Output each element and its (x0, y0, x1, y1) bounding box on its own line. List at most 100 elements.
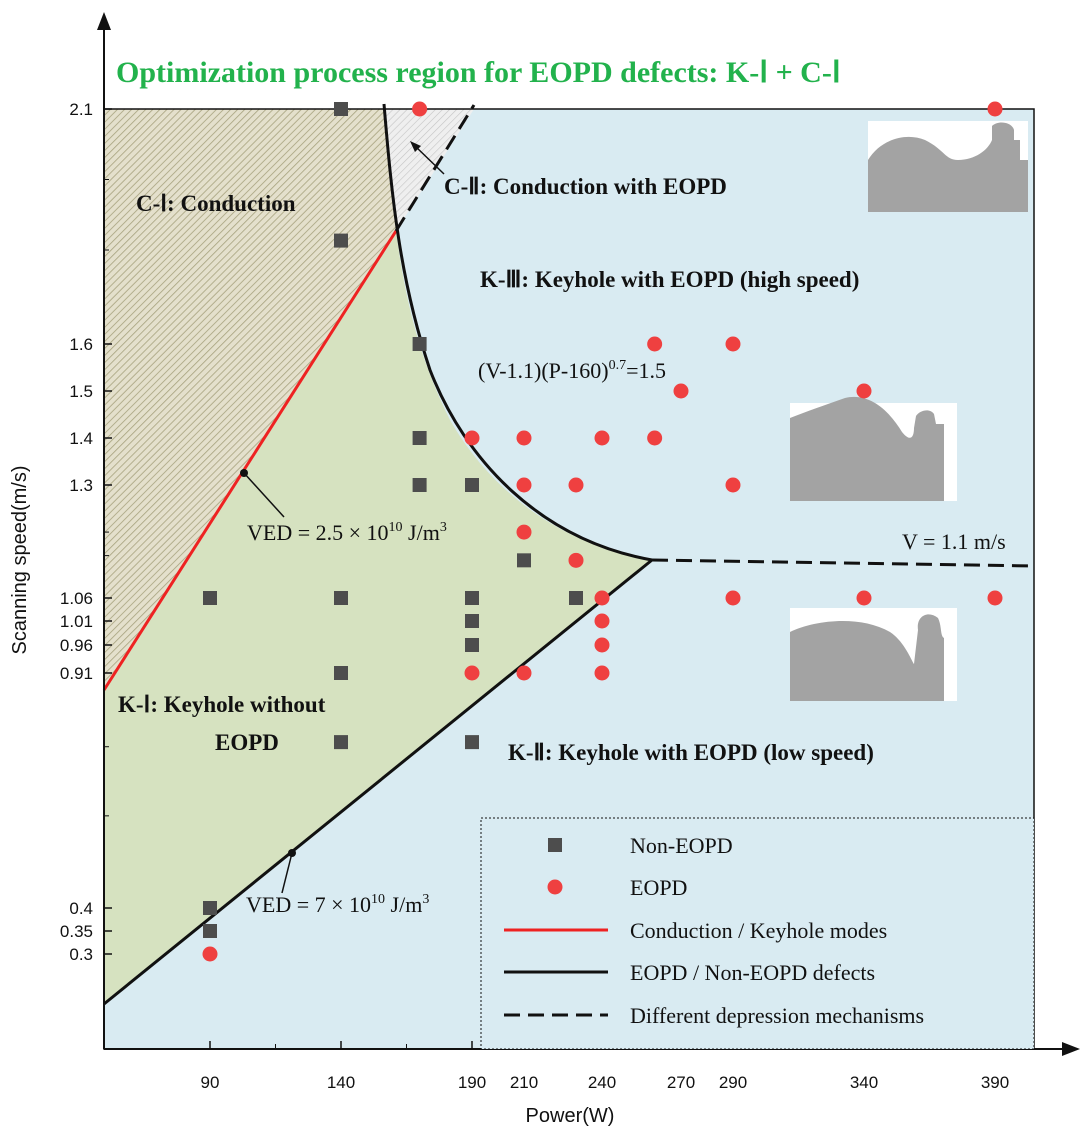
eopd-point (647, 430, 663, 446)
y-tick-label: 1.4 (69, 429, 93, 448)
c2-pointer-arrow-line (413, 144, 445, 175)
ved-eopd-annotation: VED = 7 × 1010 J/m3 (246, 892, 429, 917)
eopd-point (856, 590, 872, 606)
inset-image-mid-speed (790, 396, 957, 501)
non-eopd-point (517, 553, 531, 568)
y-ticks: 0.3 0.35 0.4 0.91 0.96 1.01 1.06 1.3 1.4 1.5 1.6 2.… (60, 100, 112, 964)
region-label-k1-line1: K-Ⅰ: Keyhole without (118, 692, 326, 717)
legend-label-depression: Different depression mechanisms (630, 1003, 924, 1028)
non-eopd-point (203, 901, 217, 915)
eopd-point (594, 665, 610, 681)
eopd-point (516, 524, 532, 540)
eopd-point (725, 590, 741, 606)
non-eopd-point (465, 638, 479, 652)
y-tick-label: 0.4 (69, 899, 93, 918)
c2-dashed-line (394, 104, 476, 232)
legend-label-eopd-boundary: EOPD / Non-EOPD defects (630, 960, 875, 985)
legend-label-non-eopd: Non-EOPD (630, 833, 733, 858)
y-tick-label: 0.96 (60, 636, 93, 655)
eopd-point (594, 637, 610, 653)
x-tick-label: 270 (667, 1073, 695, 1092)
eopd-point (412, 101, 428, 117)
non-eopd-point (412, 478, 427, 492)
speed-line-annotation: V = 1.1 m/s (902, 529, 1006, 554)
data-markers (202, 101, 1003, 962)
eopd-point (856, 383, 872, 399)
non-eopd-point (465, 591, 479, 605)
eopd-point (673, 383, 689, 399)
eopd-point (202, 946, 218, 962)
eopd-point (516, 477, 532, 493)
eopd-point (647, 336, 663, 352)
region-k1-keyhole (104, 231, 652, 1004)
ved-eopd-dot (288, 849, 296, 857)
y-tick-label: 1.01 (60, 612, 93, 631)
chart-title: Optimization process region for EOPD def… (116, 56, 841, 89)
y-axis-title: Scanning speed(m/s) (9, 466, 31, 655)
region-label-k3: K-Ⅲ: Keyhole with EOPD (high speed) (480, 267, 859, 292)
non-eopd-point (465, 614, 479, 628)
legend-label-conduction: Conduction / Keyhole modes (630, 918, 887, 943)
c2-pointer-arrow-head (410, 141, 421, 152)
eopd-point (568, 552, 584, 568)
eopd-point (568, 477, 584, 493)
ved-eopd-pointer (281, 852, 293, 894)
curve-equation: (V-1.1)(P-160)0.7=1.5 (478, 358, 666, 383)
non-eopd-point (334, 102, 348, 116)
region-label-c2: C-Ⅱ: Conduction with EOPD (444, 174, 727, 199)
x-tick-label: 340 (850, 1073, 878, 1092)
eopd-point (594, 590, 610, 606)
eopd-point (464, 665, 480, 681)
non-eopd-point (203, 924, 217, 938)
non-eopd-point (569, 591, 583, 605)
legend-marker-eopd (547, 879, 563, 895)
conduction-keyhole-line (102, 230, 398, 691)
eopd-boundary-line (103, 558, 653, 1006)
y-tick-label: 0.91 (60, 664, 93, 683)
ved-conduction-dot (240, 469, 248, 477)
x-tick-label: 190 (458, 1073, 486, 1092)
ved-conduction-pointer (243, 472, 285, 518)
eopd-point (464, 430, 480, 446)
y-tick-label: 1.5 (69, 382, 93, 401)
speed-dashed-line (651, 558, 1033, 568)
eopd-point (987, 101, 1003, 117)
eopd-point (987, 590, 1003, 606)
non-eopd-point (412, 431, 427, 445)
x-tick-label: 140 (327, 1073, 355, 1092)
region-label-k1-line2: EOPD (215, 730, 279, 755)
inset-image-low-speed (790, 608, 957, 701)
eopd-point (594, 613, 610, 629)
x-tick-label: 210 (510, 1073, 538, 1092)
y-tick-label: 0.3 (69, 945, 93, 964)
eopd-point (516, 665, 532, 681)
legend-label-eopd: EOPD (630, 875, 687, 900)
eopd-point (725, 477, 741, 493)
non-eopd-point (334, 233, 348, 248)
non-eopd-point (334, 591, 348, 605)
non-eopd-point (412, 337, 427, 351)
region-label-k2: K-Ⅱ: Keyhole with EOPD (low speed) (508, 740, 874, 765)
y-tick-label: 1.06 (60, 589, 93, 608)
non-eopd-point (203, 591, 217, 605)
non-eopd-point (334, 735, 348, 750)
inset-image-high-speed (868, 121, 1028, 212)
x-axis-arrow (1062, 1042, 1080, 1056)
y-tick-label: 1.6 (69, 335, 93, 354)
y-tick-label: 0.35 (60, 922, 93, 941)
legend-marker-non-eopd (548, 838, 562, 852)
y-tick-label: 1.3 (69, 476, 93, 495)
non-eopd-point (334, 666, 348, 680)
x-axis-title: Power(W) (526, 1105, 615, 1127)
x-tick-label: 390 (981, 1073, 1009, 1092)
non-eopd-point (465, 735, 479, 750)
region-c1-conduction (104, 109, 396, 690)
x-tick-label: 90 (201, 1073, 220, 1092)
ved-conduction-annotation: VED = 2.5 × 1010 J/m3 (247, 520, 447, 545)
x-tick-label: 290 (719, 1073, 747, 1092)
non-eopd-point (465, 478, 479, 492)
eopd-point (725, 336, 741, 352)
eopd-point (516, 430, 532, 446)
region-label-c1: C-Ⅰ: Conduction (136, 191, 296, 216)
legend: Non-EOPD EOPD Conduction / Keyhole modes… (480, 817, 1035, 1050)
